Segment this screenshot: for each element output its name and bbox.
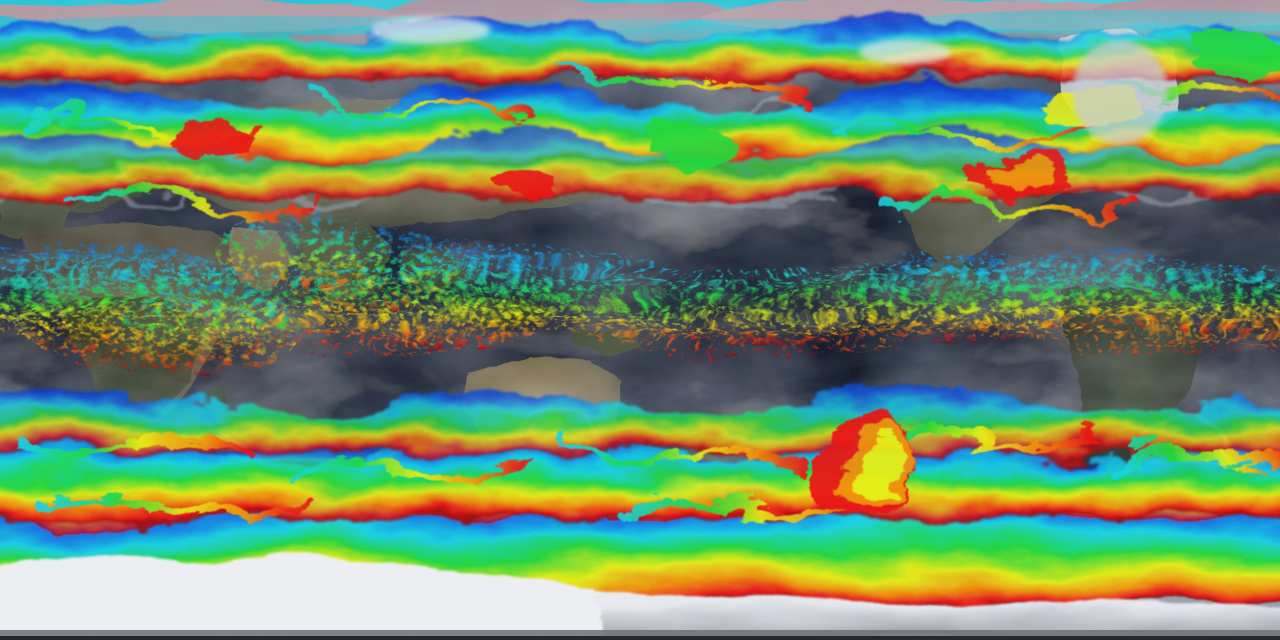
global-precipitation-map: Global Precipitation and Cloud Cover Vis… [0,0,1280,640]
grain-overlay [0,0,1280,640]
